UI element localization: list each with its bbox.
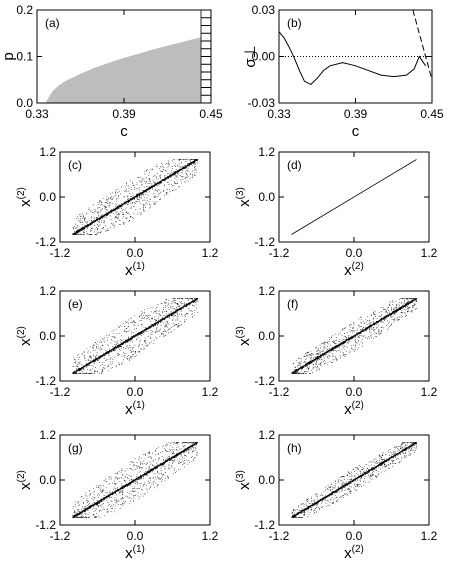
x-axis-label: x(1) [125, 544, 145, 562]
x-tick-label: 0.0 [127, 246, 144, 260]
x-axis-label: x(2) [344, 544, 364, 562]
y-tick-label: 1.2 [258, 428, 275, 442]
y-axis-label: p [0, 52, 17, 60]
panel-label: (c) [68, 158, 82, 172]
x-tick-label: -1.2 [50, 246, 71, 260]
panel-label: (e) [68, 297, 83, 311]
y-tick-label: 0.0 [258, 329, 275, 343]
panel-label: (d) [287, 158, 302, 172]
x-tick-label: 0.0 [127, 529, 144, 543]
y-axis-label: x(2) [16, 187, 34, 207]
x-tick-label: 1.2 [202, 246, 219, 260]
y-tick-label: -0.03 [248, 96, 276, 110]
x-tick-label: -1.2 [269, 246, 290, 260]
y-tick-label: 0.1 [16, 50, 33, 64]
panel-label: (h) [287, 441, 302, 455]
y-tick-label: 1.2 [39, 428, 56, 442]
panel-label: (f) [287, 297, 298, 311]
x-tick-label: 1.2 [421, 529, 438, 543]
y-axis-label: x(3) [235, 187, 253, 207]
y-tick-label: -1.2 [254, 235, 275, 249]
panel-h: -1.2 0.0 1.2 -1.2 0.0 1.2 x(2) x(3) (h) [235, 428, 438, 562]
sigma-series-solid [278, 31, 427, 86]
y-axis-label: x(2) [16, 470, 34, 490]
x-tick-label: 1.2 [202, 529, 219, 543]
x-axis-label: x(1) [125, 400, 145, 418]
y-tick-label: 0.2 [16, 3, 33, 17]
x-axis-label: x(1) [125, 261, 145, 279]
p-region-area [45, 36, 204, 103]
x-axis-label: c [120, 123, 128, 140]
y-tick-label: 1.2 [39, 284, 56, 298]
x-tick-label: 0.0 [346, 529, 363, 543]
x-tick-label: 1.2 [202, 385, 219, 399]
y-tick-label: 0.0 [39, 473, 56, 487]
x-axis-label: x(2) [344, 261, 364, 279]
x-tick-label: -1.2 [50, 529, 71, 543]
x-tick-label: 1.2 [421, 385, 438, 399]
y-tick-label: -1.2 [35, 518, 56, 532]
y-tick-label: -1.2 [35, 235, 56, 249]
y-tick-label: 0.03 [252, 3, 276, 17]
panel-g: -1.2 0.0 1.2 -1.2 0.0 1.2 x(1) x(2) (g) [16, 428, 219, 562]
x-tick-label: 0.0 [346, 385, 363, 399]
panel-e: -1.2 0.0 1.2 -1.2 0.0 1.2 x(1) x(2) (e) [16, 284, 219, 418]
y-tick-label: 0.00 [252, 50, 276, 64]
y-tick-label: -1.2 [254, 518, 275, 532]
panel-label: (g) [68, 441, 83, 455]
sigma-series-dashed [412, 9, 433, 80]
diagonal-density [72, 441, 198, 519]
x-axis-label: x(2) [344, 400, 364, 418]
y-tick-label: 1.2 [258, 145, 275, 159]
y-tick-label: 0.0 [39, 329, 56, 343]
y-tick-label: -1.2 [35, 374, 56, 388]
panel-d: -1.2 0.0 1.2 -1.2 0.0 1.2 x(2) x(3) (d) [235, 145, 438, 279]
x-tick-label: 0.45 [199, 107, 223, 121]
y-tick-label: 0.0 [258, 190, 275, 204]
y-axis-label: x(2) [16, 326, 34, 346]
panel-c: -1.2 0.0 1.2 -1.2 0.0 1.2 x(1) x(2) (c) [16, 145, 219, 279]
x-tick-label: 0.45 [420, 107, 444, 121]
x-tick-label: 0.39 [112, 107, 136, 121]
diagonal-density [291, 297, 417, 375]
x-tick-label: 0.33 [25, 107, 49, 121]
x-tick-label: -1.2 [269, 529, 290, 543]
x-tick-label: 0.0 [127, 385, 144, 399]
scatter-points [291, 442, 417, 518]
panel-a: 0.33 0.39 0.45 0.0 0.1 0.2 c p (a) [0, 3, 223, 140]
diagonal-density [291, 441, 417, 519]
diagonal-density [72, 297, 198, 375]
synchronization-line [291, 159, 417, 235]
y-tick-label: -1.2 [254, 374, 275, 388]
x-tick-label: 0.39 [344, 107, 368, 121]
y-tick-label: 0.0 [258, 473, 275, 487]
x-axis-label: c [352, 123, 360, 140]
axes-frame [278, 9, 433, 104]
y-axis-label: σ⊥ [242, 45, 259, 67]
x-tick-label: 1.2 [421, 246, 438, 260]
diagonal-density [72, 158, 198, 236]
x-tick-label: 0.0 [346, 246, 363, 260]
panel-label: (b) [287, 16, 302, 30]
x-tick-label: -1.2 [269, 385, 290, 399]
y-axis-label: x(3) [235, 326, 253, 346]
y-tick-label: 1.2 [39, 145, 56, 159]
panel-f: -1.2 0.0 1.2 -1.2 0.0 1.2 x(2) x(3) (f) [235, 284, 438, 418]
y-tick-label: 0.0 [39, 190, 56, 204]
x-tick-label: -1.2 [50, 385, 71, 399]
y-tick-label: 1.2 [258, 284, 275, 298]
y-axis-label: x(3) [235, 470, 253, 490]
y-tick-label: 0.0 [16, 96, 33, 110]
panel-b: 0.33 0.39 0.45 -0.03 0.00 0.03 c σ⊥ (b) [242, 3, 444, 140]
x-tick-label: 0.33 [267, 107, 291, 121]
panel-label: (a) [45, 16, 60, 30]
